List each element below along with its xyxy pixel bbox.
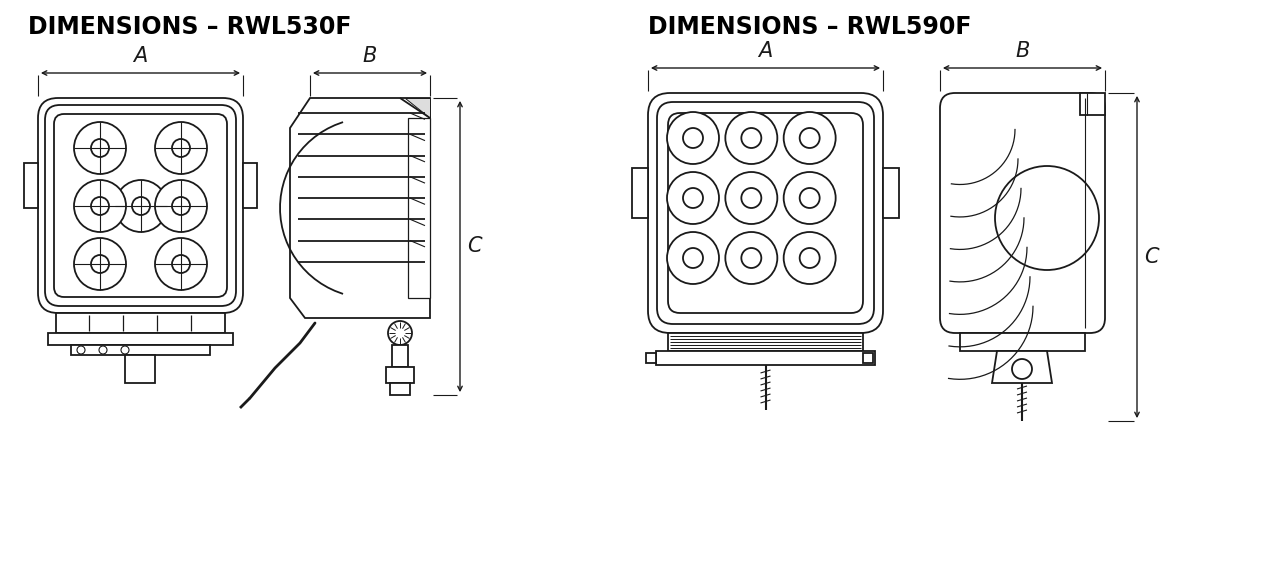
Circle shape xyxy=(800,128,819,148)
Circle shape xyxy=(388,321,412,345)
Circle shape xyxy=(800,188,819,208)
Text: DIMENSIONS – RWL530F: DIMENSIONS – RWL530F xyxy=(28,15,352,39)
Circle shape xyxy=(115,180,166,232)
Bar xyxy=(646,353,657,363)
Polygon shape xyxy=(992,351,1052,383)
Text: C: C xyxy=(1144,247,1158,267)
Bar xyxy=(668,333,863,351)
FancyBboxPatch shape xyxy=(38,98,243,313)
Circle shape xyxy=(77,346,84,354)
Polygon shape xyxy=(291,98,430,318)
Circle shape xyxy=(122,346,129,354)
Text: C: C xyxy=(467,236,481,256)
Circle shape xyxy=(726,232,777,284)
Circle shape xyxy=(995,166,1100,270)
Bar xyxy=(408,118,430,298)
Circle shape xyxy=(99,346,108,354)
Circle shape xyxy=(667,112,719,164)
Circle shape xyxy=(726,172,777,224)
Bar xyxy=(863,353,873,363)
Circle shape xyxy=(684,188,703,208)
Circle shape xyxy=(74,122,125,174)
Bar xyxy=(49,333,233,345)
Bar xyxy=(125,355,155,383)
FancyBboxPatch shape xyxy=(668,113,863,313)
Circle shape xyxy=(91,139,109,157)
Circle shape xyxy=(1012,359,1032,379)
FancyBboxPatch shape xyxy=(657,102,874,324)
Bar xyxy=(657,351,876,365)
Circle shape xyxy=(684,128,703,148)
Bar xyxy=(387,367,413,383)
FancyBboxPatch shape xyxy=(648,93,883,333)
Circle shape xyxy=(172,255,189,273)
Bar xyxy=(883,168,899,218)
Circle shape xyxy=(172,197,189,215)
Circle shape xyxy=(155,238,207,290)
Text: DIMENSIONS – RWL590F: DIMENSIONS – RWL590F xyxy=(648,15,972,39)
Bar xyxy=(243,163,257,208)
Text: B: B xyxy=(362,46,378,66)
Circle shape xyxy=(667,232,719,284)
Circle shape xyxy=(155,180,207,232)
FancyBboxPatch shape xyxy=(54,114,227,297)
Circle shape xyxy=(726,112,777,164)
Circle shape xyxy=(684,248,703,268)
Polygon shape xyxy=(404,98,430,118)
Text: B: B xyxy=(1015,41,1029,61)
Bar xyxy=(960,333,1085,351)
Circle shape xyxy=(783,232,836,284)
Circle shape xyxy=(132,197,150,215)
Bar xyxy=(632,168,648,218)
Text: A: A xyxy=(758,41,773,61)
Circle shape xyxy=(741,188,762,208)
Circle shape xyxy=(74,180,125,232)
Circle shape xyxy=(741,248,762,268)
Bar xyxy=(56,313,225,333)
Circle shape xyxy=(91,255,109,273)
Bar xyxy=(392,345,408,367)
Circle shape xyxy=(741,128,762,148)
Circle shape xyxy=(91,197,109,215)
Circle shape xyxy=(783,112,836,164)
Circle shape xyxy=(783,172,836,224)
Circle shape xyxy=(800,248,819,268)
Circle shape xyxy=(667,172,719,224)
Bar xyxy=(70,345,210,355)
Bar xyxy=(1080,93,1105,115)
Text: A: A xyxy=(133,46,147,66)
Circle shape xyxy=(74,238,125,290)
Circle shape xyxy=(155,122,207,174)
FancyBboxPatch shape xyxy=(45,105,236,306)
Circle shape xyxy=(172,139,189,157)
Bar xyxy=(390,383,410,395)
Bar xyxy=(24,163,38,208)
FancyBboxPatch shape xyxy=(940,93,1105,333)
